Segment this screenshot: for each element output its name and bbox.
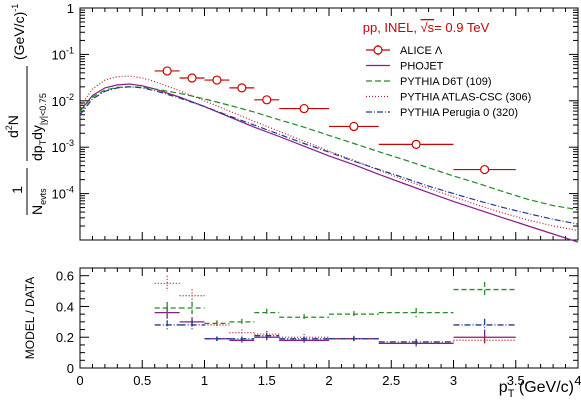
spectrum-panel: 10-4 10-3 10-2 10-1 1 1 Nevts d2N dpTdy|y|<0.75 (…: [4, 1, 579, 243]
legend-label: ALICE Λ: [400, 45, 443, 57]
series-line-0: [79, 83, 579, 243]
ylabel-one: 1: [9, 186, 25, 194]
spectrum-frame: [79, 7, 579, 241]
y-tick-label: 1: [67, 1, 74, 16]
x-tick-label: 0.5: [133, 373, 151, 388]
series-line-2: [79, 75, 579, 232]
x-tick-label: 4: [574, 373, 581, 388]
x-tick-label: 0: [76, 373, 83, 388]
ylabel-denominator: dpTdy|y|<0.75: [29, 93, 48, 161]
series-line-1: [79, 86, 579, 211]
legend: ALICE Λ PHOJET PYTHIA D6T (109) PYTHIA ATLA…: [366, 45, 531, 119]
data-point: [162, 66, 172, 76]
ratio-panel: 0 0.2 0.4 0.6 0 0.5 1 1.5 2 2.5 3 3.5 4 MODEL / DATA p…: [23, 267, 581, 400]
legend-label: PHOJET: [400, 61, 444, 73]
y-tick-label: 0.2: [56, 330, 74, 345]
data-point: [237, 83, 247, 93]
legend-label: PYTHIA ATLAS-CSC (306): [400, 92, 531, 104]
y-tick-label: 10-4: [52, 185, 74, 202]
data-point: [411, 139, 421, 149]
data-point: [187, 73, 197, 83]
y-tick-label: 10-3: [52, 138, 74, 155]
y-tick-label: 10-2: [52, 92, 74, 109]
y-tick-label: 0.4: [56, 299, 74, 314]
x-tick-label: 3.5: [507, 373, 525, 388]
x-tick-label: 2: [325, 373, 332, 388]
data-point: [299, 103, 309, 114]
x-axis-label: pT (GeV/c): [499, 379, 574, 400]
ylabel-numerator: d2N: [4, 115, 21, 138]
energy-annotation: pp, INEL, √s= 0.9 TeV: [363, 20, 490, 35]
series-line-3: [79, 86, 579, 225]
y-tick-label: 10-1: [52, 45, 74, 62]
data-point: [480, 164, 490, 175]
ylabel-unit: (GeV/c)-1: [10, 4, 27, 60]
y-tick-label: 0.6: [56, 269, 74, 284]
legend-label: PYTHIA D6T (109): [400, 76, 492, 88]
ylabel-nevts: Nevts: [29, 188, 48, 215]
x-tick-label: 3: [450, 373, 457, 388]
data-point: [349, 121, 359, 132]
y-tick-label: 0: [67, 361, 74, 376]
x-tick-label: 2.5: [382, 373, 400, 388]
x-tick-label: 1: [201, 373, 208, 388]
y-axis-label: 1 Nevts d2N dpTdy|y|<0.75 (GeV/c)-1: [4, 4, 48, 215]
x-tick-label: 1.5: [258, 373, 276, 388]
data-point: [212, 75, 222, 85]
ratio-y-axis-label: MODEL / DATA: [23, 277, 37, 359]
data-point: [262, 95, 272, 105]
legend-label: PYTHIA Perugia 0 (320): [400, 107, 518, 119]
legend-swatch-data: [373, 45, 383, 55]
